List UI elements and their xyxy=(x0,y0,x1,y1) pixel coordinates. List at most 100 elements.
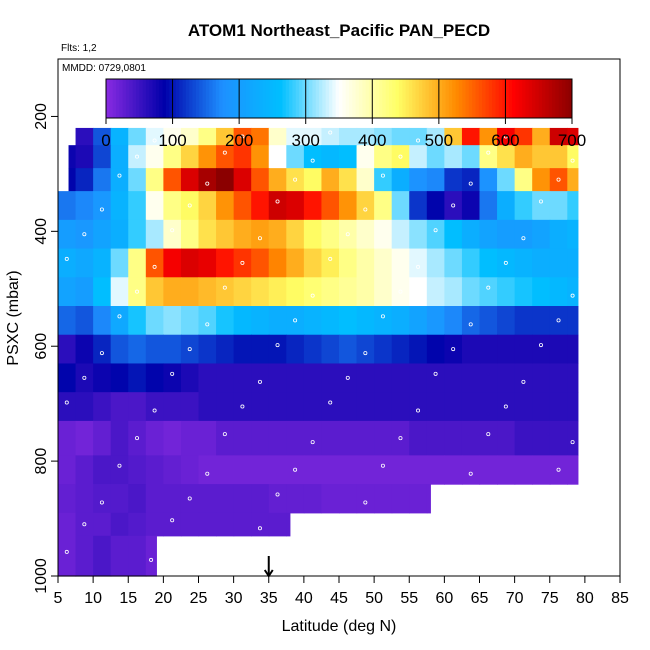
observation-point xyxy=(328,130,333,135)
heatmap-cell xyxy=(58,277,77,307)
heatmap-cell xyxy=(497,219,516,250)
x-tick-label: 35 xyxy=(260,590,278,607)
heatmap-cell xyxy=(549,248,568,278)
observation-point xyxy=(257,379,262,384)
colorbar-segment xyxy=(249,79,253,118)
heatmap-cell xyxy=(198,455,217,485)
colorbar-segment xyxy=(129,79,134,118)
heatmap-cell xyxy=(251,191,270,221)
x-tick-label: 80 xyxy=(576,590,594,607)
heatmap-cell xyxy=(497,277,516,307)
colorbar-segment xyxy=(339,79,343,118)
heatmap-cell xyxy=(514,455,533,485)
heatmap-cell xyxy=(180,512,200,537)
heatmap-cell xyxy=(567,392,579,422)
heatmap-cell xyxy=(374,277,393,307)
heatmap-cell xyxy=(216,127,235,146)
colorbar-segment xyxy=(362,79,367,118)
heatmap-cell xyxy=(391,363,410,393)
heatmap-cell xyxy=(110,420,129,456)
heatmap-cell xyxy=(198,512,217,537)
heatmap-cell xyxy=(303,484,323,514)
heatmap-cell xyxy=(216,191,235,221)
heatmap-cell xyxy=(461,363,481,393)
colorbar-segment xyxy=(219,79,223,118)
heatmap-cell xyxy=(128,420,147,456)
observation-point xyxy=(222,285,227,290)
heatmap-cell xyxy=(479,392,498,422)
heatmap-cell xyxy=(549,127,568,146)
colorbar-segment xyxy=(282,79,287,118)
observation-point xyxy=(486,285,491,290)
x-tick-label: 70 xyxy=(506,590,524,607)
heatmap-cell xyxy=(461,127,481,146)
heatmap-cell xyxy=(145,484,164,514)
heatmap-cell xyxy=(198,484,217,514)
colorbar-segment xyxy=(392,79,397,118)
colorbar-segment xyxy=(315,79,320,118)
heatmap-cell xyxy=(110,535,129,577)
heatmap-cell xyxy=(339,145,358,169)
observation-point xyxy=(187,203,192,208)
heatmap-cell xyxy=(233,219,252,250)
heatmap-cell xyxy=(409,306,428,336)
heatmap-cell xyxy=(128,535,147,577)
x-axis-label: Latitude (deg N) xyxy=(282,618,397,635)
heatmap-cell xyxy=(198,334,217,365)
observation-point xyxy=(328,256,333,261)
heatmap-cell xyxy=(145,363,164,393)
colorbar-segment xyxy=(159,79,164,118)
heatmap-cell xyxy=(110,168,129,192)
heatmap-cell xyxy=(321,334,340,365)
heatmap-cell xyxy=(303,219,323,250)
heatmap-cell xyxy=(286,334,305,365)
heatmap-cell xyxy=(286,455,305,485)
heatmap-cell xyxy=(532,248,551,278)
heatmap-cell xyxy=(461,306,481,336)
heatmap-cell xyxy=(110,484,129,514)
observation-point xyxy=(170,228,175,233)
heatmap-cell xyxy=(286,277,305,307)
colorbar-segment xyxy=(325,79,330,118)
observation-point xyxy=(556,318,561,323)
heatmap-cell xyxy=(286,127,305,146)
x-tick-label: 5 xyxy=(54,590,63,607)
observation-point xyxy=(451,347,456,352)
colorbar-segment xyxy=(368,79,373,118)
heatmap-cell xyxy=(409,363,428,393)
heatmap-cell xyxy=(58,420,77,456)
heatmap-cell xyxy=(163,363,182,393)
colorbar-segment xyxy=(229,79,233,118)
colorbar-segment xyxy=(475,79,480,118)
heatmap-cell xyxy=(339,168,358,192)
heatmap-cell xyxy=(321,420,340,456)
heatmap-cell xyxy=(409,219,428,250)
heatmap-cell xyxy=(374,334,393,365)
heatmap-cell xyxy=(145,306,164,336)
observation-point xyxy=(222,150,227,155)
heatmap-cell xyxy=(110,363,129,393)
heatmap-cell xyxy=(356,363,375,393)
colorbar-segment xyxy=(182,79,187,118)
heatmap-cell xyxy=(233,277,252,307)
y-tick-label: 400 xyxy=(33,218,50,245)
heatmap-cell xyxy=(180,248,200,278)
heatmap-cell xyxy=(128,219,147,250)
observation-point xyxy=(64,256,69,261)
heatmap-cell xyxy=(75,127,94,146)
y-axis: 200 400 600 800 1000 xyxy=(33,103,58,594)
heatmap-cell xyxy=(268,145,287,169)
colorbar-segment xyxy=(398,79,403,118)
heatmap-cell xyxy=(549,306,568,336)
heatmap-cell xyxy=(233,392,252,422)
heatmap-cell xyxy=(286,484,305,514)
colorbar-tick-label: 0 xyxy=(101,131,110,150)
observation-point xyxy=(275,492,280,497)
heatmap-cell xyxy=(75,455,94,485)
heatmap-cell xyxy=(58,363,77,393)
heatmap-cell xyxy=(93,219,112,250)
heatmap-cell xyxy=(145,535,157,577)
observation-point xyxy=(345,232,350,237)
observation-point xyxy=(82,375,87,380)
heatmap-cell xyxy=(93,191,112,221)
